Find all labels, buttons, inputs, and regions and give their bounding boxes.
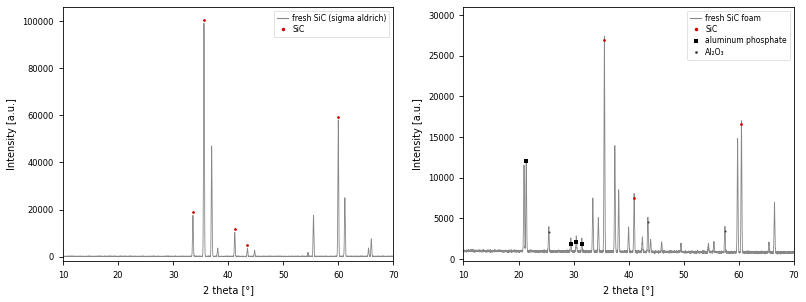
Legend: fresh SiC (sigma aldrich), SiC: fresh SiC (sigma aldrich), SiC <box>274 11 389 37</box>
X-axis label: 2 theta [°]: 2 theta [°] <box>202 285 254 295</box>
Y-axis label: Intensity [a.u.]: Intensity [a.u.] <box>7 98 17 170</box>
X-axis label: 2 theta [°]: 2 theta [°] <box>603 285 654 295</box>
Y-axis label: Intensity [a.u.]: Intensity [a.u.] <box>413 98 422 170</box>
Legend: fresh SiC foam, SiC, aluminum phosphate, Al₂O₃: fresh SiC foam, SiC, aluminum phosphate,… <box>687 11 790 60</box>
